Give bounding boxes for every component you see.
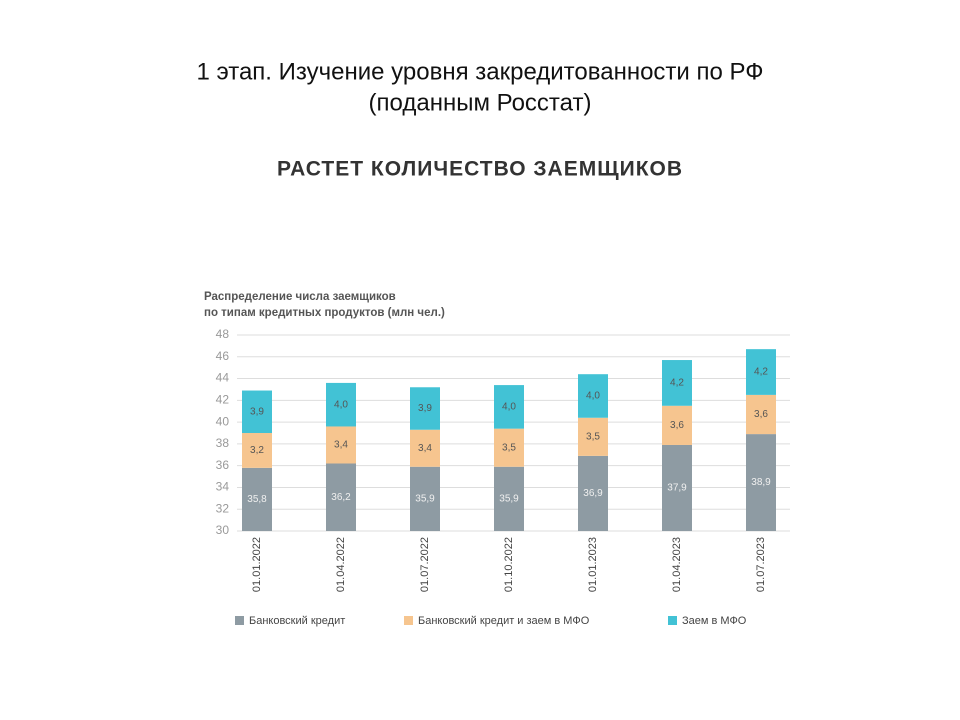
bar-segment: [494, 428, 524, 467]
y-tick-label: 32: [216, 501, 230, 515]
value-label: 3,4: [418, 443, 432, 454]
chart-title: Распределение числа заемщиков: [204, 291, 396, 303]
bar-segment: [662, 360, 692, 406]
x-tick-label: 01.04.2023: [671, 537, 683, 592]
bar-segment: [746, 349, 776, 395]
bar-segment: [242, 390, 272, 433]
slide-title: (поданным Росстат): [369, 89, 592, 116]
x-tick-label: 01.10.2022: [503, 537, 515, 592]
value-label: 4,2: [670, 378, 684, 389]
x-tick-label: 01.01.2022: [251, 537, 263, 592]
y-tick-label: 38: [216, 436, 230, 450]
value-label: 35,9: [415, 494, 435, 505]
bar-segment: [746, 394, 776, 435]
bar-segment: [242, 433, 272, 468]
value-label: 35,9: [499, 494, 519, 505]
value-label: 3,5: [502, 442, 516, 453]
y-tick-label: 36: [216, 458, 230, 472]
legend-label: Банковский кредит и заем в МФО: [418, 615, 590, 627]
bar-segment: [410, 466, 440, 531]
y-tick-label: 48: [216, 327, 230, 341]
value-label: 4,0: [502, 402, 516, 413]
x-tick-label: 01.01.2023: [587, 537, 599, 592]
y-tick-label: 46: [216, 349, 230, 363]
legend-swatch: [404, 616, 413, 625]
bar-segment: [662, 405, 692, 445]
chart-title: по типам кредитных продуктов (млн чел.): [204, 307, 445, 319]
x-tick-label: 01.07.2023: [755, 537, 767, 592]
value-label: 3,9: [250, 406, 264, 417]
value-label: 36,2: [331, 492, 351, 503]
bar-segment: [578, 417, 608, 456]
value-label: 3,4: [334, 440, 348, 451]
value-label: 3,6: [670, 420, 684, 431]
value-label: 35,8: [247, 494, 267, 505]
y-tick-label: 42: [216, 393, 230, 407]
value-label: 3,6: [754, 409, 768, 420]
bar-segment: [326, 463, 356, 531]
value-label: 3,2: [250, 445, 264, 456]
bar-segment: [494, 385, 524, 429]
bar-segment: [242, 467, 272, 531]
bar-segment: [662, 444, 692, 531]
value-label: 4,0: [334, 399, 348, 410]
legend-label: Банковский кредит: [249, 615, 345, 627]
value-label: 4,2: [754, 367, 768, 378]
value-label: 37,9: [667, 483, 687, 494]
slide-title: 1 этап. Изучение уровня закредитованност…: [197, 58, 764, 85]
value-label: 4,0: [586, 391, 600, 402]
y-tick-label: 34: [216, 480, 230, 494]
bar-segment: [494, 466, 524, 531]
bar-segment: [326, 382, 356, 427]
legend-swatch: [668, 616, 677, 625]
legend-swatch: [235, 616, 244, 625]
y-tick-label: 30: [216, 523, 230, 537]
x-tick-label: 01.04.2022: [335, 537, 347, 592]
value-label: 3,5: [586, 431, 600, 442]
heading: РАСТЕТ КОЛИЧЕСТВО ЗАЕМЩИКОВ: [277, 158, 683, 181]
y-tick-label: 40: [216, 414, 230, 428]
bar-segment: [326, 426, 356, 464]
x-tick-label: 01.07.2022: [419, 537, 431, 592]
bar-segment: [410, 429, 440, 467]
value-label: 36,9: [583, 488, 603, 499]
bar-segment: [578, 455, 608, 531]
bar-segment: [410, 387, 440, 430]
bar-segment: [578, 374, 608, 418]
y-tick-label: 44: [216, 371, 230, 385]
bar-segment: [746, 434, 776, 531]
value-label: 38,9: [751, 477, 771, 488]
value-label: 3,9: [418, 403, 432, 414]
legend-label: Заем в МФО: [682, 615, 747, 627]
